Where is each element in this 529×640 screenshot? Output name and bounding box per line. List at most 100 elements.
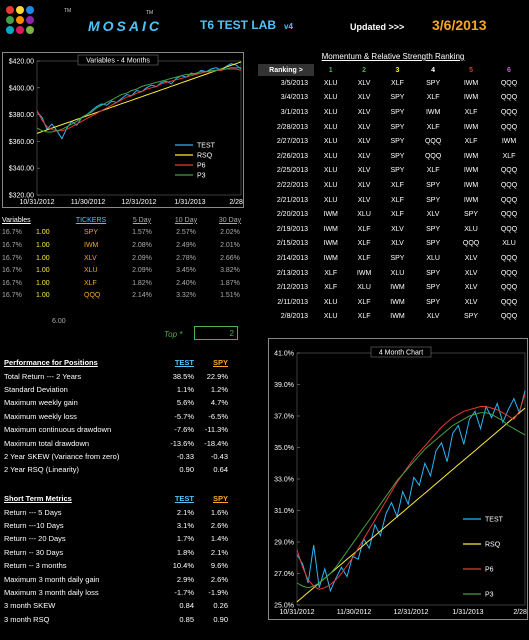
y-tick-label: 41.0%: [274, 351, 294, 358]
ranking-cell: IWM: [425, 108, 441, 116]
ranking-cell: XLF: [426, 94, 440, 102]
ranking-cell: QQQ: [500, 254, 518, 262]
ranking-cell: IWM: [463, 181, 479, 189]
ranking-cell: XLV: [357, 181, 371, 189]
metric-row: Return --- 5 Days 2.1% 1.6%: [4, 505, 254, 518]
ranking-cell: QQQ: [500, 108, 518, 116]
metric-label: Maximum 3 month daily loss: [4, 587, 99, 597]
ranking-cell: QQQ: [500, 298, 518, 306]
metric-test: 1.1%: [176, 384, 194, 394]
variable-ticker[interactable]: QQQ: [84, 292, 101, 300]
ranking-row: 2/19/2013 IWM XLF XLV SPY XLU QQQ: [258, 222, 528, 237]
variables-total: 6.00: [52, 318, 66, 325]
top-label: Top *: [164, 330, 183, 339]
metric-test: 10.4%: [172, 561, 194, 571]
ranking-col-1: 1: [328, 66, 333, 74]
ranking-cell: QQQ: [500, 123, 518, 131]
y-tick-label: $380.00: [9, 112, 34, 119]
variable-10day: 2.78%: [176, 254, 196, 262]
variable-row: 16.7% 1.00 SPY 1.57% 2.57% 2.02%: [2, 227, 252, 240]
short-term-title: Short Term Metrics: [4, 494, 72, 504]
metric-label: Standard Deviation: [4, 384, 68, 394]
logo-dot: [26, 26, 34, 34]
variable-10day: 3.45%: [176, 267, 196, 275]
ranking-date: 2/19/2013: [276, 225, 308, 233]
metric-test: -1.7%: [174, 587, 194, 597]
ranking-col-3: 3: [395, 66, 400, 74]
ranking-cell: XLV: [357, 79, 371, 87]
performance-section: Performance for Positions TEST SPY Total…: [4, 356, 254, 477]
variable-ticker[interactable]: SPY: [84, 229, 99, 237]
ranking-cell: QQQ: [462, 240, 480, 248]
variable-5day: 2.14%: [132, 292, 152, 300]
series-line-test: [36, 63, 242, 140]
ranking-cell: SPY: [464, 313, 479, 321]
page-title: T6 TEST LAB: [200, 18, 277, 32]
ranking-cell: XLU: [323, 138, 338, 146]
ranking-row: 2/14/2013 IWM XLF SPY XLU XLV QQQ: [258, 251, 528, 266]
ranking-cell: QQQ: [500, 225, 518, 233]
ranking-cell: XLV: [357, 94, 371, 102]
metric-label: Return --- 5 Days: [4, 507, 62, 517]
four-month-chart: 41.0% 39.0% 37.0% 35.0% 33.0% 31.0% 29.0% 27.0%…: [274, 346, 529, 616]
ranking-col-2: 2: [362, 66, 367, 74]
variable-ticker[interactable]: XLU: [84, 267, 98, 275]
ranking-cell: XLV: [357, 138, 371, 146]
legend-label: P6: [485, 567, 494, 574]
top-input[interactable]: 2: [194, 326, 238, 340]
metric-spy: 2.6%: [210, 574, 228, 584]
metric-test: -5.7%: [174, 411, 194, 421]
x-tick-label: 12/31/2012: [393, 609, 428, 616]
ranking-cell: XLV: [464, 254, 478, 262]
metric-spy: 0.64: [213, 465, 228, 475]
logo-dot: [16, 6, 24, 14]
metric-test: -7.6%: [174, 425, 194, 435]
series-line-p3: [296, 412, 526, 589]
metric-spy: -1.9%: [208, 587, 228, 597]
ranking-cell: SPY: [390, 254, 405, 262]
variable-30day: 2.66%: [220, 254, 240, 262]
ranking-cell: XLV: [464, 298, 478, 306]
st-spy-header: SPY: [212, 494, 228, 504]
y-tick-label: 25.0%: [274, 603, 294, 610]
short-term-table: Short Term Metrics TEST SPY Return --- 5…: [4, 492, 254, 626]
ranking-cell: QQQ: [500, 196, 518, 204]
ranking-cell: IWM: [463, 196, 479, 204]
ranking-cell: XLU: [357, 284, 371, 292]
logo-dot: [6, 6, 14, 14]
variables-header: Variables: [2, 216, 31, 224]
variable-30day: 3.82%: [220, 267, 240, 275]
ranking-row: 2/8/2013 XLU XLF IWM XLV SPY QQQ: [258, 310, 528, 325]
ranking-cell: XLF: [357, 313, 371, 321]
ranking-cell: IWM: [323, 240, 338, 248]
variable-30day: 2.01%: [220, 241, 240, 249]
metric-row: Maximum continuous drawdown -7.6% -11.3%: [4, 423, 254, 436]
ranking-cell: XLV: [464, 284, 478, 292]
ranking-cell: XLF: [502, 152, 516, 160]
trademark-logo: TM: [64, 8, 72, 14]
ranking-date: 2/14/2013: [276, 254, 308, 262]
variable-30day: 1.87%: [220, 279, 240, 287]
ranking-cell: XLV: [357, 152, 371, 160]
ranking-date: 2/8/2013: [280, 313, 308, 321]
legend-label: RSQ: [197, 153, 213, 160]
x-tick-label: 12/31/2012: [121, 199, 156, 206]
ranking-cell: XLF: [464, 138, 478, 146]
ranking-cell: SPY: [464, 211, 479, 219]
updated-label: Updated >>>: [350, 22, 405, 32]
ranking-row: 2/28/2013 XLU XLV SPY XLF IWM QQQ: [258, 120, 528, 135]
ranking-cell: XLF: [464, 108, 478, 116]
ranking-cell: SPY: [426, 298, 441, 306]
variable-ticker[interactable]: XLF: [84, 279, 97, 287]
variable-multiplier: 1.00: [36, 241, 50, 249]
variable-ticker[interactable]: XLV: [84, 254, 97, 262]
trademark-brand: TM: [146, 10, 154, 16]
variable-ticker[interactable]: IWM: [84, 241, 99, 249]
y-tick-label: $360.00: [9, 139, 34, 146]
metric-label: 2 Year SKEW (Variance from zero): [4, 451, 120, 461]
brand-name: MOSAIC: [88, 18, 162, 34]
metric-spy: 2.6%: [210, 520, 228, 530]
ranking-cell: IWM: [323, 254, 338, 262]
variable-row: 16.7% 1.00 XLF 1.82% 2.40% 1.87%: [2, 277, 252, 290]
performance-table: Performance for Positions TEST SPY Total…: [4, 356, 254, 477]
